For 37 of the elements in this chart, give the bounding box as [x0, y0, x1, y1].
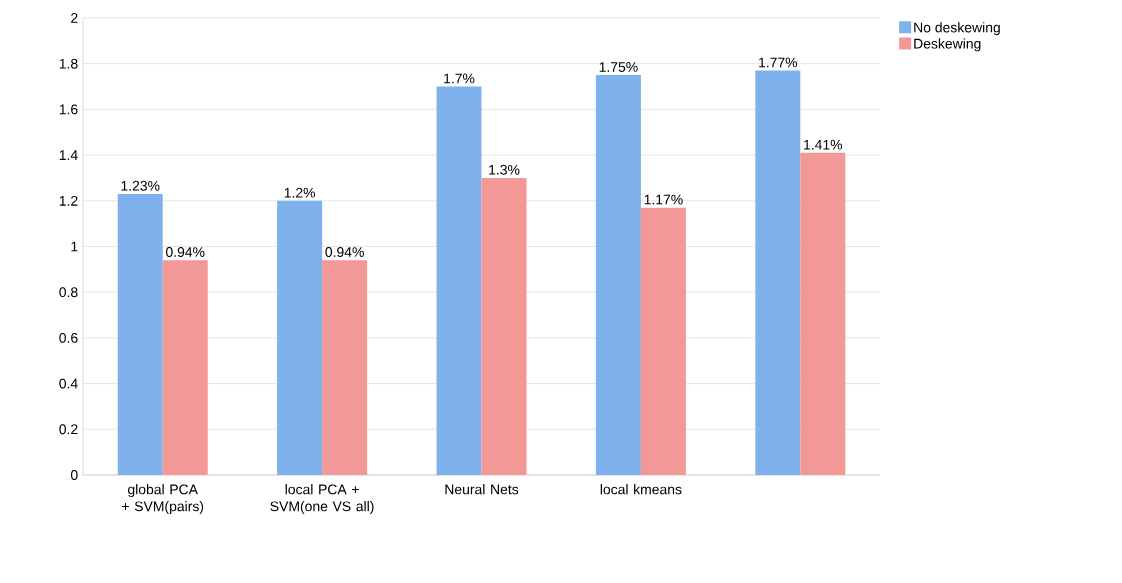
x-tick-label: local PCA + SVM(one VS all)	[270, 484, 374, 515]
y-tick-label: 0.6	[59, 332, 78, 343]
y-tick-label: 1.8	[59, 58, 78, 69]
y-tick-label: 0.2	[59, 424, 78, 435]
data-label: 1.23%	[121, 180, 160, 191]
data-label: 1.2%	[284, 187, 316, 198]
y-tick-label: 1	[71, 241, 78, 252]
legend-label: No deskewing	[914, 22, 1000, 36]
data-label: 0.94%	[165, 247, 205, 257]
bar	[800, 152, 846, 475]
data-label: 1.77%	[759, 57, 798, 68]
data-label: 0.94%	[325, 247, 364, 257]
y-tick-label: 0	[70, 470, 78, 480]
x-tick-label: global PCA + SVM(pairs)	[122, 484, 204, 515]
y-tick-label: 2	[71, 13, 78, 23]
data-label: 1.41%	[804, 139, 843, 150]
bar	[436, 86, 482, 475]
bar	[755, 70, 801, 475]
bar	[162, 260, 208, 475]
data-label: 1.3%	[489, 164, 520, 175]
y-tick-label: 1.6	[59, 104, 78, 115]
data-label: 1.7%	[444, 73, 475, 84]
y-tick-label: 1.2	[59, 195, 78, 206]
y-tick-label: 0.4	[59, 378, 78, 389]
bar	[595, 75, 641, 475]
data-label: 1.17%	[644, 194, 683, 205]
bar	[117, 193, 163, 475]
y-tick-label: 0.8	[59, 287, 78, 298]
bar	[640, 207, 686, 475]
x-tick-label: local kmeans	[600, 484, 682, 495]
x-tick-label: Neural Nets	[445, 484, 519, 495]
data-label: 1.75%	[599, 62, 638, 72]
bar	[322, 260, 368, 475]
legend-label: Deskewing	[914, 38, 981, 52]
bar	[481, 177, 527, 475]
y-tick-label: 1.4	[59, 150, 78, 160]
bar	[277, 200, 323, 475]
